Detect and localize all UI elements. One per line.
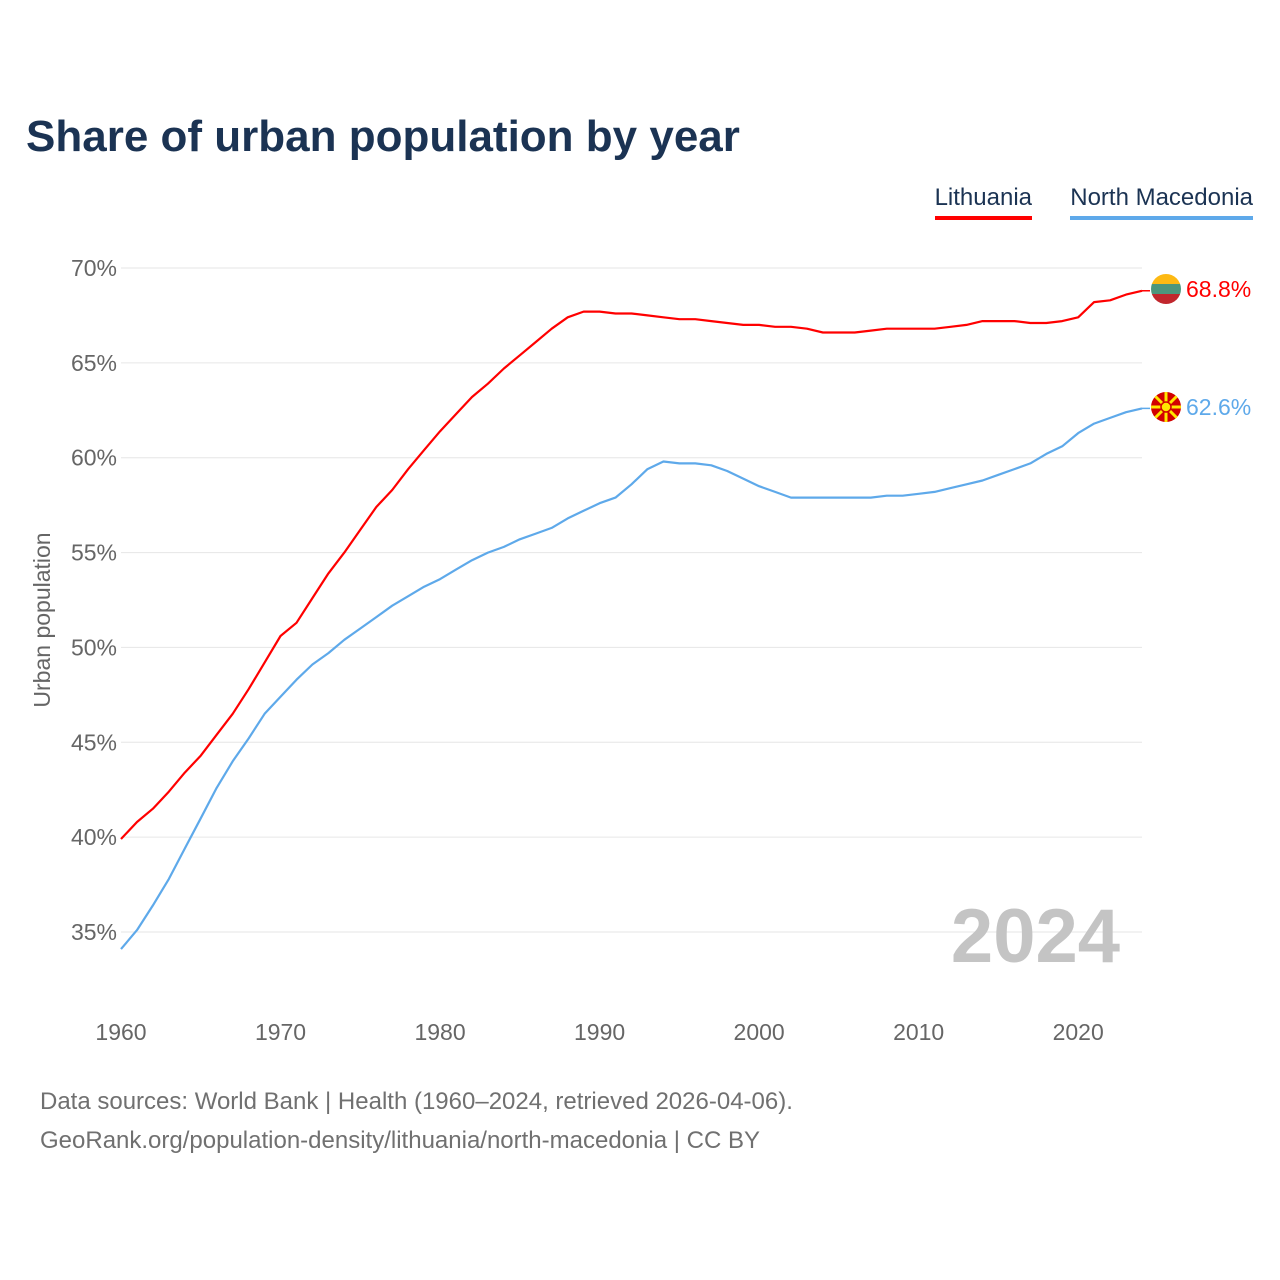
legend-item-lithuania[interactable]: Lithuania	[934, 184, 1032, 220]
y-tick-label: 50%	[71, 634, 117, 660]
y-tick-label: 35%	[71, 919, 117, 945]
lithuania-flag-icon	[1151, 274, 1181, 304]
y-tick-label: 65%	[71, 350, 117, 376]
x-tick-label: 1960	[95, 1019, 146, 1045]
x-tick-label: 1970	[255, 1019, 306, 1045]
y-tick-label: 45%	[71, 729, 117, 755]
north-macedonia-flag-icon	[1151, 392, 1181, 422]
x-tick-label: 1980	[414, 1019, 465, 1045]
x-tick-label: 1990	[574, 1019, 625, 1045]
x-tick-label: 2010	[893, 1019, 944, 1045]
year-watermark: 2024	[951, 894, 1120, 979]
lithuania-end-label: 68.8%	[1186, 276, 1251, 302]
footer-source: Data sources: World Bank | Health (1960–…	[40, 1088, 793, 1115]
x-tick-label: 2020	[1053, 1019, 1104, 1045]
footer-link[interactable]: GeoRank.org/population-density/lithuania…	[40, 1127, 760, 1154]
series-line-lithuania	[120, 289, 1143, 840]
y-axis-label: Urban population	[29, 532, 55, 707]
y-tick-label: 40%	[71, 824, 117, 850]
series-line-north-macedonia	[120, 407, 1143, 950]
legend-item-north-macedonia[interactable]: North Macedonia	[1070, 184, 1253, 220]
chart-title: Share of urban population by year	[26, 112, 740, 161]
x-tick-label: 2000	[734, 1019, 785, 1045]
y-tick-label: 55%	[71, 540, 117, 566]
y-tick-label: 70%	[71, 255, 117, 281]
north-macedonia-end-label: 62.6%	[1186, 394, 1251, 420]
y-tick-label: 60%	[71, 445, 117, 471]
